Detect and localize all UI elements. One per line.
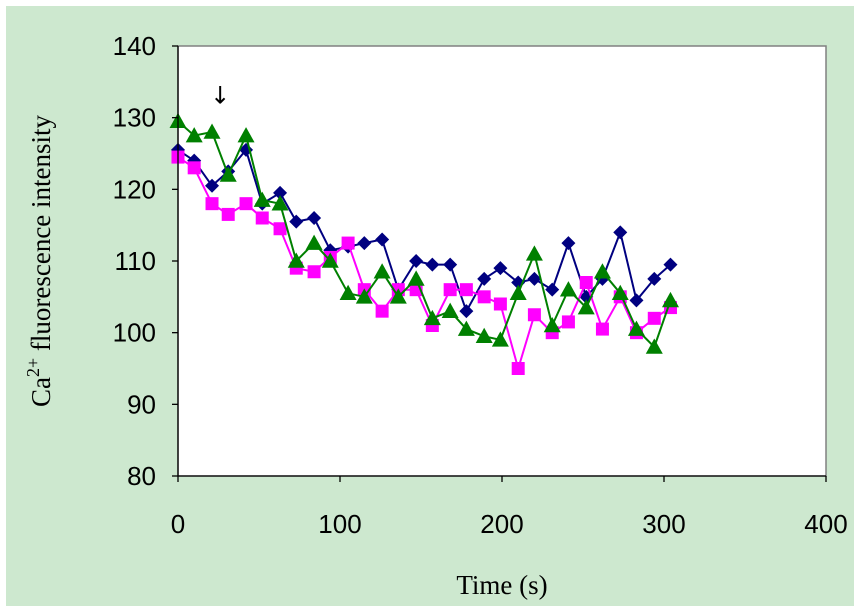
data-point-diamond <box>477 271 492 286</box>
data-point-square <box>527 308 541 322</box>
chart-background: 80 90 100 110 120 130 140 0 100 200 300 400 ↓ Time (… <box>6 6 854 606</box>
y-tick-label: 130 <box>113 103 156 133</box>
data-point-square <box>493 297 507 311</box>
x-tick-label: 100 <box>318 509 361 539</box>
y-tick-label: 80 <box>127 461 156 491</box>
data-point-triangle <box>373 263 391 279</box>
data-point-triangle <box>627 320 645 336</box>
data-point-square <box>221 207 235 221</box>
axis-layer: 80 90 100 110 120 130 140 0 100 200 300 400 ↓ <box>113 31 848 539</box>
data-point-triangle <box>491 331 509 347</box>
data-point-square <box>459 283 473 297</box>
data-point-diamond <box>307 211 322 225</box>
plot-area <box>177 45 827 477</box>
data-point-triangle <box>389 288 407 304</box>
data-point-diamond <box>647 271 662 286</box>
data-point-triangle <box>253 191 271 207</box>
data-point-triangle <box>339 284 357 301</box>
data-point-square <box>443 283 457 297</box>
data-point-triangle <box>271 195 289 211</box>
data-point-diamond <box>357 236 372 251</box>
x-tick-label: 400 <box>804 509 847 539</box>
y-tick-label: 140 <box>113 31 156 61</box>
data-point-diamond <box>613 225 628 240</box>
y-axis-title: Ca2+ fluorescence intensity <box>23 114 56 407</box>
data-point-diamond <box>375 232 390 247</box>
data-point-triangle <box>321 252 339 268</box>
data-point-triangle <box>237 127 255 143</box>
data-point-triangle <box>593 263 611 279</box>
data-point-square <box>341 236 355 250</box>
y-tick-label: 90 <box>127 389 156 419</box>
data-point-diamond <box>561 236 576 251</box>
data-point-square <box>307 265 321 279</box>
data-point-diamond <box>409 254 424 268</box>
data-point-triangle <box>305 234 323 250</box>
data-point-triangle <box>475 327 493 344</box>
series-triangle <box>169 112 679 354</box>
data-point-diamond <box>205 178 220 193</box>
series-line <box>177 120 672 349</box>
y-tick-label: 120 <box>113 174 156 204</box>
x-tick-label: 0 <box>171 509 185 539</box>
chart: 80 90 100 110 120 130 140 0 100 200 300 400 ↓ Time (… <box>23 31 848 600</box>
x-tick-label: 300 <box>642 509 685 539</box>
data-point-diamond <box>425 257 440 272</box>
y-tick-label: 100 <box>113 318 156 348</box>
data-point-triangle <box>287 252 305 268</box>
y-axis-title-rest: fluorescence intensity <box>26 114 56 357</box>
data-point-square <box>239 197 253 211</box>
y-axis-title-superscript: 2+ <box>23 358 43 377</box>
data-point-diamond <box>289 214 304 229</box>
data-point-diamond <box>273 185 288 200</box>
data-point-square <box>511 362 525 375</box>
y-tick-label: 110 <box>115 246 156 276</box>
data-point-triangle <box>661 291 679 308</box>
data-point-diamond <box>663 257 678 272</box>
data-point-triangle <box>423 309 441 326</box>
data-point-diamond <box>527 271 542 286</box>
x-tick-label: 200 <box>480 509 523 539</box>
data-point-square <box>595 322 609 336</box>
data-point-square <box>477 290 491 304</box>
data-point-triangle <box>559 281 577 297</box>
data-point-square <box>187 161 201 175</box>
data-point-triangle <box>509 284 527 301</box>
data-point-triangle <box>645 338 663 354</box>
data-point-diamond <box>459 304 474 319</box>
data-point-triangle <box>457 320 475 336</box>
data-point-square <box>205 197 219 211</box>
data-point-square <box>561 315 575 329</box>
data-point-diamond <box>545 282 560 297</box>
data-point-diamond <box>443 257 458 272</box>
y-axis-title-main: Ca <box>26 377 56 407</box>
data-point-square <box>255 211 269 225</box>
data-point-diamond <box>493 261 508 276</box>
data-point-triangle <box>543 317 561 333</box>
data-point-triangle <box>611 284 629 301</box>
data-point-triangle <box>441 302 459 318</box>
data-point-triangle <box>203 123 221 139</box>
data-point-triangle <box>219 166 237 182</box>
data-point-square <box>375 304 389 318</box>
series-layer <box>169 112 679 375</box>
data-point-triangle <box>185 127 203 143</box>
data-point-triangle <box>525 245 543 261</box>
data-point-triangle <box>407 270 425 286</box>
data-point-triangle <box>577 299 595 315</box>
data-point-square <box>273 222 287 236</box>
data-point-triangle <box>355 288 373 304</box>
annotation-arrow: ↓ <box>210 81 230 109</box>
x-axis-title: Time (s) <box>456 570 547 600</box>
data-point-square <box>579 276 593 289</box>
data-point-square <box>647 311 661 325</box>
data-point-diamond <box>629 293 644 308</box>
